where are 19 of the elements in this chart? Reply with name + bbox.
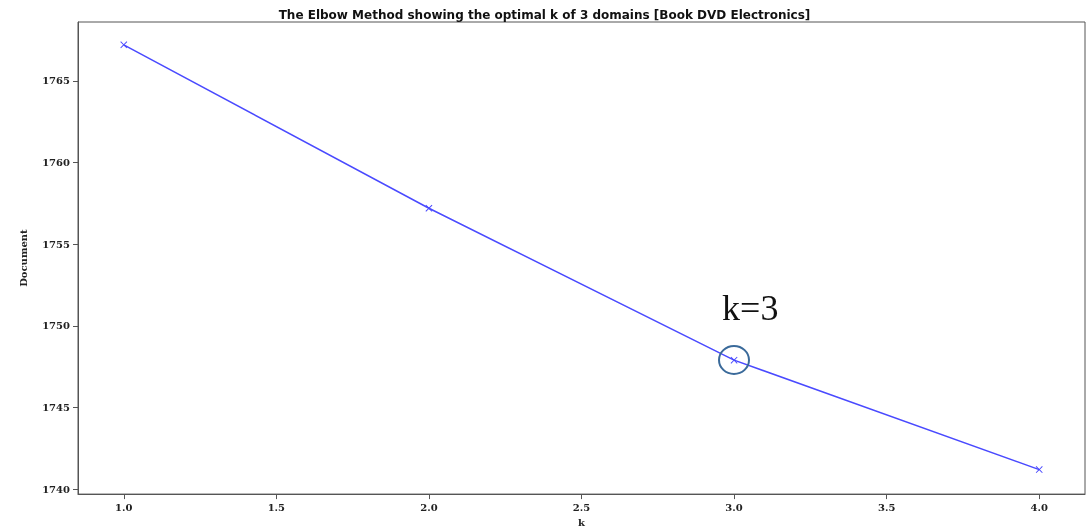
x-tick-label: 1.0 (115, 501, 133, 513)
point (120, 41, 128, 49)
y-tick-label: 1745 (42, 402, 71, 414)
y-tick-label: 1760 (42, 156, 71, 168)
x-tick-label: 3.5 (877, 501, 896, 513)
y-tick-label: 1755 (42, 238, 71, 250)
point (1035, 466, 1043, 474)
x-tick-label: 2.5 (572, 501, 591, 513)
chart-title: The Elbow Method showing the optimal k of 3 domains [Book DVD Electronics] (278, 8, 811, 22)
x-tick-label: 4.0 (1030, 501, 1048, 513)
x-tick-label: 1.5 (267, 501, 286, 513)
y-tick-label: 1750 (42, 320, 71, 332)
y-tick-label: 1765 (42, 75, 71, 87)
y-axis-title: Document (17, 228, 29, 287)
x-tick-label: 3.0 (725, 501, 743, 513)
x-tick-label: 2.0 (420, 501, 438, 513)
y-tick-label: 1740 (42, 483, 71, 495)
x-axis-title: k (578, 516, 587, 528)
annotation: k=3 (722, 288, 779, 329)
